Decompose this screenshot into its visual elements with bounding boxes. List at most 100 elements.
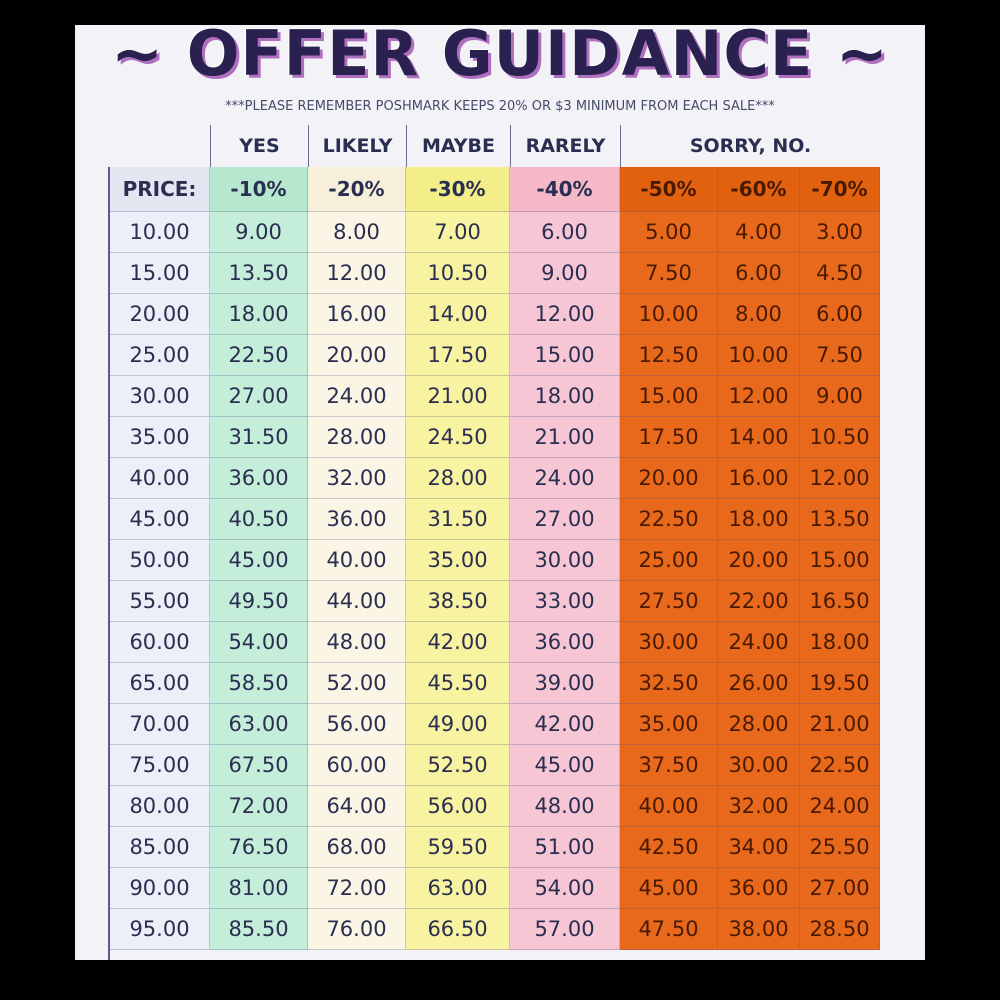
offer-cell: 38.50: [406, 581, 510, 622]
offer-cell: 5.00: [620, 212, 718, 253]
offer-cell: 13.50: [800, 499, 880, 540]
offer-cell: 36.00: [510, 622, 620, 663]
offer-cell: 28.00: [406, 458, 510, 499]
group-header: SORRY, NO.: [620, 125, 880, 167]
offer-cell: 16.00: [308, 294, 406, 335]
offer-cell: 66.50: [406, 909, 510, 950]
offer-cell: 27.00: [800, 868, 880, 909]
offer-cell: 56.00: [406, 786, 510, 827]
offer-cell: 64.00: [308, 786, 406, 827]
offer-cell: 9.00: [210, 212, 308, 253]
offer-cell: 22.00: [718, 581, 800, 622]
offer-cell: 45.50: [406, 663, 510, 704]
price-cell: 25.00: [110, 335, 210, 376]
offer-cell: 85.50: [210, 909, 308, 950]
offer-cell: 10.00: [620, 294, 718, 335]
offer-cell: 76.50: [210, 827, 308, 868]
offer-cell: 33.00: [510, 581, 620, 622]
group-header: YES: [210, 125, 308, 167]
offer-cell: 72.00: [308, 868, 406, 909]
offer-cell: 56.00: [308, 704, 406, 745]
offer-cell: 18.00: [718, 499, 800, 540]
offer-cell: 49.50: [210, 581, 308, 622]
offer-cell: 12.00: [800, 458, 880, 499]
column-header: -60%: [718, 167, 800, 212]
offer-cell: 52.50: [406, 745, 510, 786]
offer-cell: 30.00: [718, 745, 800, 786]
offer-cell: 45.00: [210, 540, 308, 581]
offer-cell: 22.50: [620, 499, 718, 540]
offer-cell: 39.00: [510, 663, 620, 704]
offer-cell: 35.00: [406, 540, 510, 581]
offer-cell: 20.00: [308, 335, 406, 376]
column-header: -20%: [308, 167, 406, 212]
column-header: -30%: [406, 167, 510, 212]
offer-cell: 51.00: [510, 827, 620, 868]
offer-cell: 7.00: [406, 212, 510, 253]
offer-cell: 8.00: [308, 212, 406, 253]
offer-cell: 28.00: [308, 417, 406, 458]
offer-cell: 40.00: [308, 540, 406, 581]
offer-cell: 10.50: [406, 253, 510, 294]
offer-cell: 24.00: [510, 458, 620, 499]
price-cell: 50.00: [110, 540, 210, 581]
offer-cell: 27.00: [210, 376, 308, 417]
offer-cell: 9.00: [510, 253, 620, 294]
title: ~ OFFER GUIDANCE ~: [111, 25, 889, 90]
offer-cell: 32.00: [718, 786, 800, 827]
offer-cell: 26.00: [718, 663, 800, 704]
offer-cell: 42.00: [510, 704, 620, 745]
price-cell: 15.00: [110, 253, 210, 294]
group-header: MAYBE: [406, 125, 510, 167]
offer-cell: 15.00: [510, 335, 620, 376]
offer-cell: 67.50: [210, 745, 308, 786]
offer-cell: 4.50: [800, 253, 880, 294]
subtitle: ***PLEASE REMEMBER POSHMARK KEEPS 20% OR…: [225, 99, 775, 114]
offer-cell: 52.00: [308, 663, 406, 704]
offer-cell: 36.00: [210, 458, 308, 499]
price-cell: 60.00: [110, 622, 210, 663]
offer-cell: 21.00: [406, 376, 510, 417]
offer-cell: 18.00: [210, 294, 308, 335]
offer-cell: 12.00: [718, 376, 800, 417]
column-header: PRICE:: [110, 167, 210, 212]
offer-cell: 10.00: [718, 335, 800, 376]
offer-cell: 4.00: [718, 212, 800, 253]
offer-cell: 10.50: [800, 417, 880, 458]
offer-cell: 17.50: [620, 417, 718, 458]
offer-cell: 27.00: [510, 499, 620, 540]
offer-cell: 54.00: [210, 622, 308, 663]
price-cell: 75.00: [110, 745, 210, 786]
price-cell: 35.00: [110, 417, 210, 458]
offer-cell: 37.50: [620, 745, 718, 786]
offer-cell: 63.00: [210, 704, 308, 745]
offer-cell: 45.00: [620, 868, 718, 909]
price-cell: 70.00: [110, 704, 210, 745]
offer-cell: 30.00: [620, 622, 718, 663]
price-cell: 10.00: [110, 212, 210, 253]
offer-cell: 40.00: [620, 786, 718, 827]
offer-cell: 3.00: [800, 212, 880, 253]
offer-cell: 45.00: [510, 745, 620, 786]
offer-cell: 44.00: [308, 581, 406, 622]
offer-cell: 36.00: [308, 499, 406, 540]
offer-cell: 17.50: [406, 335, 510, 376]
offer-cell: 12.00: [510, 294, 620, 335]
offer-cell: 15.00: [800, 540, 880, 581]
offer-cell: 22.50: [800, 745, 880, 786]
offer-cell: 8.00: [718, 294, 800, 335]
offer-cell: 18.00: [510, 376, 620, 417]
offer-cell: 35.00: [620, 704, 718, 745]
offer-cell: 25.00: [620, 540, 718, 581]
offer-cell: 18.00: [800, 622, 880, 663]
column-header: -40%: [510, 167, 620, 212]
offer-cell: 32.00: [308, 458, 406, 499]
offer-cell: 7.50: [800, 335, 880, 376]
offer-cell: 32.50: [620, 663, 718, 704]
offer-cell: 12.00: [308, 253, 406, 294]
offer-cell: 47.50: [620, 909, 718, 950]
left-rule: [108, 167, 110, 960]
offer-cell: 20.00: [620, 458, 718, 499]
offer-cell: 38.00: [718, 909, 800, 950]
